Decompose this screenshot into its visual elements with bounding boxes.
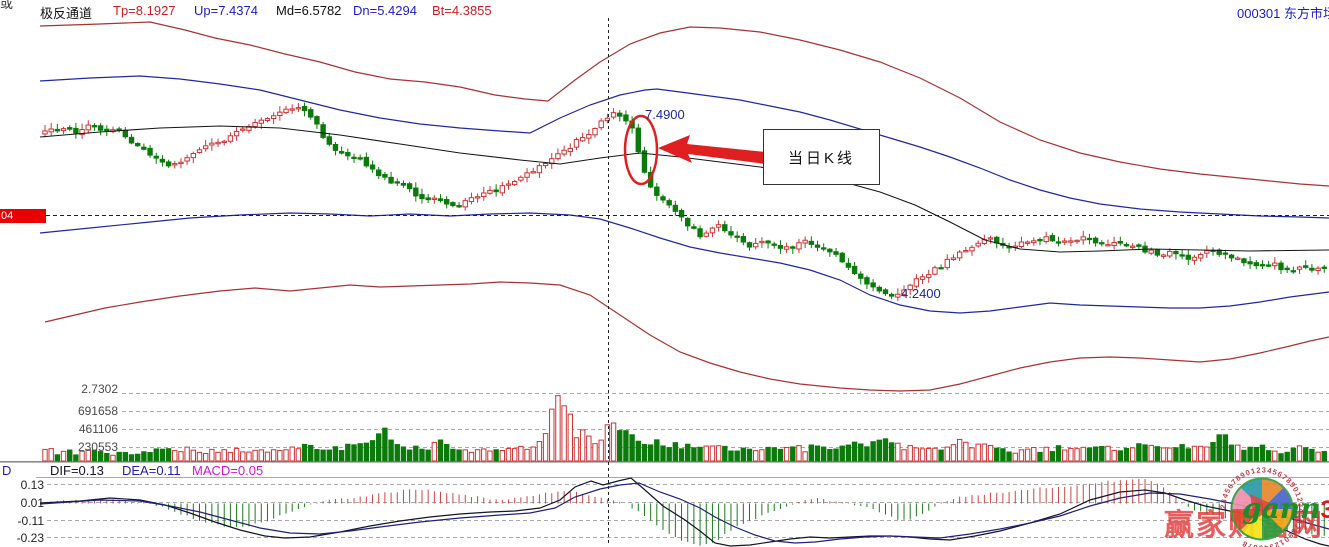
- macd-dif-label: DIF=0.13: [50, 463, 104, 478]
- param-up-label: Up=7.4374: [194, 3, 258, 18]
- macd-macd-label: MACD=0.05: [192, 463, 264, 478]
- macd-dea-label: DEA=0.11: [122, 463, 181, 478]
- low-price-label: 4.2400: [901, 286, 941, 301]
- corner-text-fragment: 或: [0, 0, 14, 11]
- param-dn-label: Dn=5.4294: [353, 3, 417, 18]
- watermark-360-text: 360: [1320, 496, 1329, 524]
- price-level-tag: 04: [0, 209, 46, 223]
- macd-axis-label-2: -0.11: [17, 514, 44, 528]
- high-price-label: 7.4900: [645, 107, 685, 122]
- macd-axis-label-1: 0.01: [20, 496, 44, 510]
- indicator-name-label: 极反通道: [40, 6, 93, 21]
- param-tp-label: Tp=8.1927: [113, 3, 176, 18]
- watermark-brand-text: gann360: [1242, 492, 1329, 525]
- volume-axis-label-3: 230553: [77, 440, 118, 454]
- stock-code-label: 000301 东方市场: [1237, 6, 1329, 21]
- watermark-pinwheel-logo-icon: 2345678901234567890123456789012345678: [1218, 466, 1304, 547]
- macd-axis-label-0: 0.13: [20, 478, 44, 492]
- param-bt-label: Bt=4.3855: [432, 3, 492, 18]
- kline-callout-box: 当日K线: [763, 129, 880, 185]
- volume-axis-label-1: 691658: [77, 404, 118, 418]
- macd-axis-label-3: -0.23: [16, 531, 44, 545]
- volume-axis-label-2: 461106: [78, 422, 118, 436]
- watermark-gann-text: gann: [1242, 492, 1321, 525]
- macd-pane-prefix-label: D: [2, 463, 12, 478]
- volume-axis-label-amount: 2.7302: [81, 382, 118, 396]
- param-md-label: Md=6.5782: [276, 3, 342, 18]
